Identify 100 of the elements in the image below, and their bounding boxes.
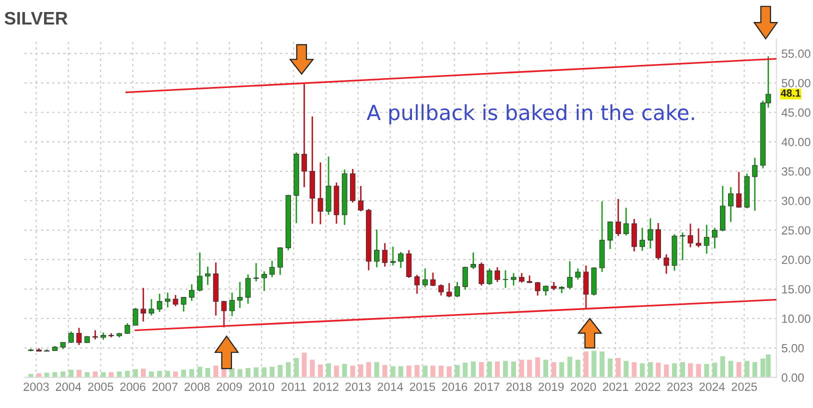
annotation: A pullback is baked in the cake. xyxy=(366,104,694,124)
candlestick xyxy=(616,198,621,237)
bar xyxy=(133,369,138,378)
candlestick xyxy=(277,246,283,276)
bar xyxy=(543,360,548,378)
bar xyxy=(454,365,460,378)
bar xyxy=(68,370,74,378)
bar xyxy=(294,358,299,378)
bar xyxy=(438,366,444,378)
bar xyxy=(84,372,90,378)
x-tick-label: 2007 xyxy=(152,382,178,391)
candlestick xyxy=(245,274,251,304)
candlestick xyxy=(518,272,524,284)
x-tick-label: 2014 xyxy=(378,382,404,391)
y-tick-label: 10.00 xyxy=(782,314,810,323)
candlestick xyxy=(76,327,82,346)
x-tick-label: 2005 xyxy=(88,382,114,391)
x-tick-label: 2008 xyxy=(184,382,210,391)
bar xyxy=(366,362,372,378)
bar xyxy=(254,367,259,378)
bar xyxy=(551,362,556,378)
candlestick xyxy=(92,330,98,340)
candlestick xyxy=(502,270,508,289)
x-tick-label: 2018 xyxy=(506,382,532,391)
x-tick-label: 2016 xyxy=(442,382,468,391)
candlestick xyxy=(156,293,162,313)
candlestick xyxy=(664,254,670,274)
bar xyxy=(608,358,613,378)
y-tick-label: 50.00 xyxy=(782,78,810,88)
candlestick xyxy=(382,242,388,268)
bar xyxy=(414,365,420,378)
bar xyxy=(470,362,476,378)
x-tick-label: 2019 xyxy=(538,382,564,391)
candlestick xyxy=(189,284,194,302)
candlestick xyxy=(180,296,186,312)
bar xyxy=(632,362,637,378)
candlestick xyxy=(253,262,259,282)
candlestick xyxy=(148,298,154,316)
bar xyxy=(157,370,162,378)
y-tick-label: 35.00 xyxy=(782,167,810,176)
candlestick xyxy=(302,83,307,188)
bar xyxy=(246,368,250,378)
candlestick xyxy=(132,307,138,326)
candlestick xyxy=(543,284,548,296)
bar xyxy=(270,366,274,378)
x-tick-label: 2023 xyxy=(667,382,692,391)
y-tick-label: 0.00 xyxy=(782,373,804,382)
candlestick xyxy=(390,246,396,266)
bar xyxy=(728,360,734,378)
bar xyxy=(390,366,396,378)
bar xyxy=(350,366,356,378)
y-tick-label: 20.00 xyxy=(782,256,810,264)
bar xyxy=(286,362,291,378)
bar xyxy=(648,362,653,378)
candlestick xyxy=(680,232,686,261)
bar xyxy=(688,363,693,378)
y-tick-label: 25.00 xyxy=(782,226,810,235)
bar xyxy=(656,362,661,378)
x-tick-label: 2025 xyxy=(732,382,757,391)
candlestick xyxy=(438,284,444,296)
bar xyxy=(487,362,492,378)
x-tick-label: 2009 xyxy=(216,382,242,391)
bar xyxy=(326,363,331,378)
candlestick xyxy=(422,268,428,288)
candlestick xyxy=(262,270,267,292)
candlestick xyxy=(446,282,452,298)
bar xyxy=(213,366,218,378)
candlestick xyxy=(172,294,178,307)
x-tick-label: 2024 xyxy=(699,382,725,391)
bar xyxy=(278,365,283,378)
bar xyxy=(358,364,364,378)
bar xyxy=(382,365,388,378)
bar xyxy=(230,368,234,378)
bar xyxy=(592,350,596,378)
bar xyxy=(696,364,701,378)
bar xyxy=(374,362,380,378)
bar xyxy=(334,366,339,378)
bar xyxy=(736,362,742,378)
candlestick xyxy=(623,207,629,236)
candlestick xyxy=(140,287,146,322)
bar xyxy=(462,362,468,378)
bar xyxy=(140,368,146,378)
y-tick-label: 40.00 xyxy=(782,138,810,146)
y-tick-label: 5.00 xyxy=(782,344,804,352)
bar xyxy=(310,360,315,378)
chart-title: SILVER xyxy=(4,12,68,25)
bar xyxy=(302,352,307,378)
x-tick-label: 2015 xyxy=(410,382,436,391)
x-tick-label: 2006 xyxy=(120,382,146,391)
bar xyxy=(318,364,323,378)
bar xyxy=(60,372,66,378)
bar xyxy=(680,362,685,378)
bar xyxy=(600,351,604,378)
bar xyxy=(535,357,540,378)
candlestick xyxy=(583,264,589,310)
bar xyxy=(422,366,428,378)
bar xyxy=(720,356,726,378)
bar xyxy=(165,370,170,378)
bar xyxy=(567,356,572,378)
candlestick xyxy=(229,292,235,317)
